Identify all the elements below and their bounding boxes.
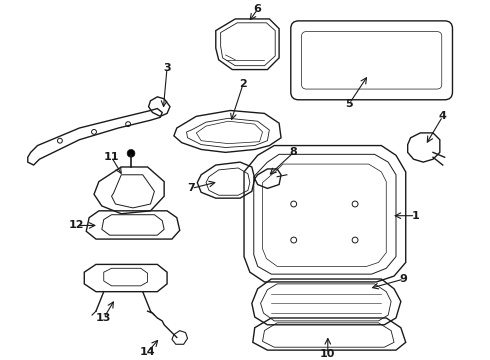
Text: 1: 1 bbox=[412, 211, 419, 221]
Text: 8: 8 bbox=[290, 147, 297, 157]
Text: 12: 12 bbox=[69, 220, 84, 230]
Text: 13: 13 bbox=[96, 313, 111, 323]
Circle shape bbox=[127, 149, 135, 157]
Text: 11: 11 bbox=[104, 152, 119, 162]
Text: 10: 10 bbox=[320, 349, 336, 359]
Text: 2: 2 bbox=[239, 79, 247, 89]
Text: 9: 9 bbox=[400, 274, 408, 284]
Text: 14: 14 bbox=[140, 347, 155, 357]
Text: 6: 6 bbox=[254, 4, 262, 14]
Text: 4: 4 bbox=[439, 111, 447, 121]
Text: 3: 3 bbox=[163, 63, 171, 73]
Text: 5: 5 bbox=[345, 99, 353, 109]
Text: 7: 7 bbox=[188, 183, 196, 193]
